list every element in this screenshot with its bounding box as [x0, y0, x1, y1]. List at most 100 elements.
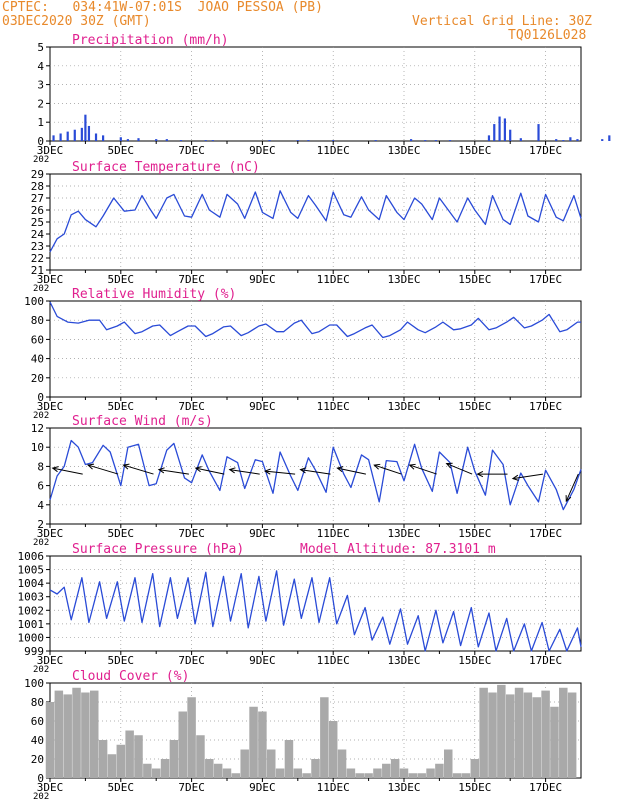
header-grid-note: Vertical Grid Line: 30Z	[412, 14, 593, 29]
x-tick-label: 15DEC	[458, 654, 491, 667]
x-tick-label: 17DEC	[529, 273, 562, 286]
data-bar	[72, 687, 81, 778]
data-bar	[52, 135, 55, 141]
wind-arrow-head	[122, 463, 130, 470]
panel-title: Surface Temperature (nC)	[72, 160, 260, 175]
x-tick-label: 11DEC	[317, 527, 350, 540]
data-bar	[54, 690, 64, 778]
wind-arrow	[337, 467, 367, 475]
data-bar	[87, 125, 91, 141]
panel-pressure	[46, 555, 582, 655]
data-bar	[555, 139, 558, 141]
data-bar	[488, 692, 497, 778]
data-bar	[125, 730, 134, 778]
y-tick-label: 60	[31, 715, 44, 728]
wind-arrow-head	[476, 471, 484, 478]
x-tick-label: 17DEC	[529, 144, 562, 157]
x-tick-label: 15DEC	[458, 144, 491, 157]
data-bar	[541, 690, 550, 778]
wind-arrow-head	[263, 468, 271, 475]
x-subtick-label: 202	[33, 665, 49, 675]
x-tick-label: 9DEC	[249, 400, 276, 413]
panel-cloud	[45, 682, 582, 782]
data-bar	[90, 690, 99, 778]
wind-arrow	[158, 469, 189, 475]
data-bar	[498, 116, 501, 141]
x-tick-label: 7DEC	[178, 781, 205, 794]
wind-arrow-head	[511, 474, 519, 481]
x-tick-label: 7DEC	[178, 273, 205, 286]
data-bar	[187, 697, 196, 778]
series-line	[49, 301, 581, 339]
x-tick-label: 13DEC	[387, 527, 420, 540]
y-tick-label: 8	[37, 460, 44, 473]
data-bar	[409, 139, 413, 141]
data-bar	[155, 139, 158, 141]
data-bar	[382, 763, 391, 778]
data-bar	[559, 687, 568, 778]
x-tick-label: 5DEC	[108, 273, 135, 286]
data-bar	[258, 711, 267, 778]
wind-arrow-head	[373, 463, 381, 470]
data-bar	[328, 721, 338, 778]
y-tick-label: 1000	[18, 631, 45, 644]
x-tick-label: 3DEC	[37, 273, 64, 286]
wind-arrow	[446, 463, 473, 475]
x-tick-label: 11DEC	[317, 144, 350, 157]
data-bar	[424, 140, 427, 141]
data-bar	[550, 706, 559, 778]
y-tick-label: 24	[31, 228, 45, 241]
data-bar	[373, 768, 382, 778]
panel-frame	[49, 173, 582, 271]
x-tick-label: 13DEC	[387, 400, 420, 413]
wind-arrow	[265, 470, 296, 475]
data-bar	[503, 118, 506, 141]
data-bar	[509, 129, 512, 141]
y-tick-label: 28	[31, 180, 44, 193]
data-bar	[275, 768, 285, 778]
data-bar	[408, 773, 418, 778]
header-code: TQ0126L028	[508, 28, 587, 43]
data-bar	[211, 140, 214, 141]
data-bar	[514, 687, 524, 778]
y-tick-label: 1006	[18, 550, 45, 563]
wind-arrow	[87, 464, 119, 475]
x-tick-label: 13DEC	[387, 654, 420, 667]
data-bar	[448, 140, 452, 141]
data-bar	[576, 139, 579, 141]
y-tick-label: 27	[31, 192, 44, 205]
data-bar	[179, 140, 183, 141]
data-bar	[81, 692, 90, 778]
data-bar	[160, 759, 170, 778]
data-bar	[302, 773, 311, 778]
panel-title: Surface Wind (m/s)	[72, 414, 213, 429]
data-bar	[444, 749, 453, 778]
y-tick-label: 100	[24, 295, 44, 308]
x-tick-label: 15DEC	[458, 273, 491, 286]
data-bar	[346, 768, 356, 778]
y-tick-label: 999	[24, 645, 44, 658]
data-bar	[332, 140, 335, 141]
header-location: CPTEC: 034:41W-07:01S JOAO PESSOA (PB)	[2, 0, 323, 15]
data-bar	[249, 706, 258, 778]
x-tick-label: 5DEC	[108, 527, 135, 540]
y-tick-label: 21	[31, 264, 44, 277]
data-bar	[137, 138, 140, 141]
data-bar	[126, 139, 129, 141]
data-bar	[523, 692, 533, 778]
data-bar	[519, 138, 522, 141]
y-tick-label: 6	[37, 480, 44, 493]
x-tick-label: 5DEC	[108, 144, 135, 157]
data-bar	[311, 759, 320, 778]
x-tick-label: 3DEC	[37, 654, 64, 667]
x-tick-label: 7DEC	[178, 144, 205, 157]
y-tick-label: 29	[31, 168, 44, 181]
data-bar	[213, 763, 223, 778]
y-tick-label: 40	[31, 734, 44, 747]
data-bar	[84, 114, 87, 141]
y-tick-label: 5	[37, 41, 44, 54]
wind-arrow-head	[445, 462, 453, 469]
data-bar	[73, 129, 76, 141]
y-tick-label: 4	[37, 499, 44, 512]
